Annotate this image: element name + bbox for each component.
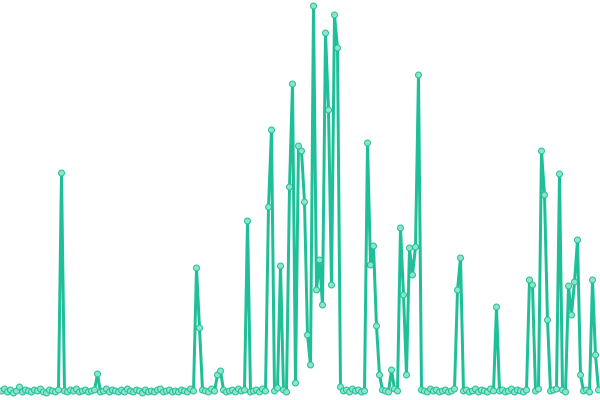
marker — [367, 261, 374, 269]
marker — [319, 301, 326, 309]
marker — [577, 371, 584, 379]
line — [0, 4, 600, 395]
marker — [364, 139, 371, 147]
marker — [241, 386, 248, 394]
marker — [211, 387, 218, 395]
marker — [328, 281, 335, 289]
marker — [568, 311, 575, 319]
marker — [541, 191, 548, 199]
marker — [403, 371, 410, 379]
marker — [535, 385, 542, 393]
marker — [565, 282, 572, 290]
marker — [529, 281, 536, 289]
marker — [556, 170, 563, 178]
marker — [304, 331, 311, 339]
marker — [310, 2, 317, 10]
marker — [400, 291, 407, 299]
marker — [376, 371, 383, 379]
marker — [454, 286, 461, 294]
marker — [298, 147, 305, 155]
marker — [334, 44, 341, 52]
marker — [277, 262, 284, 270]
marker — [406, 244, 413, 252]
marker — [55, 386, 62, 394]
marker — [286, 183, 293, 191]
marker — [292, 379, 299, 387]
marker — [283, 388, 290, 396]
marker — [490, 387, 497, 395]
marker — [370, 242, 377, 250]
marker — [457, 254, 464, 262]
marker — [526, 276, 533, 284]
marker — [562, 388, 569, 396]
marker — [193, 264, 200, 272]
marker — [385, 388, 392, 396]
marker — [94, 370, 101, 378]
marker — [586, 388, 593, 396]
marker — [265, 203, 272, 211]
marker — [592, 351, 599, 359]
marker — [307, 361, 314, 369]
marker — [544, 316, 551, 324]
marker — [262, 387, 269, 395]
marker — [589, 276, 596, 284]
marker — [217, 367, 224, 375]
marker — [397, 224, 404, 232]
marker — [244, 217, 251, 225]
marker — [388, 366, 395, 374]
marker — [373, 322, 380, 330]
marker — [553, 385, 560, 393]
marker — [301, 198, 308, 206]
marker — [538, 147, 545, 155]
marker — [190, 387, 197, 395]
marker — [331, 11, 338, 19]
marker — [295, 142, 302, 150]
marker — [16, 383, 23, 391]
marker — [394, 387, 401, 395]
marker — [325, 106, 332, 114]
marker — [322, 29, 329, 37]
marker — [58, 169, 65, 177]
marker — [571, 278, 578, 286]
marker — [595, 386, 600, 394]
marker — [574, 236, 581, 244]
marker — [415, 71, 422, 79]
marker — [91, 386, 98, 394]
marker — [409, 271, 416, 279]
marker — [289, 80, 296, 88]
marker — [274, 384, 281, 392]
marker — [196, 324, 203, 332]
marker — [523, 386, 530, 394]
marker — [451, 385, 458, 393]
marker — [361, 387, 368, 395]
marker — [316, 256, 323, 264]
marker — [268, 126, 275, 134]
marker — [493, 303, 500, 311]
marker — [412, 243, 419, 251]
marker — [313, 286, 320, 294]
